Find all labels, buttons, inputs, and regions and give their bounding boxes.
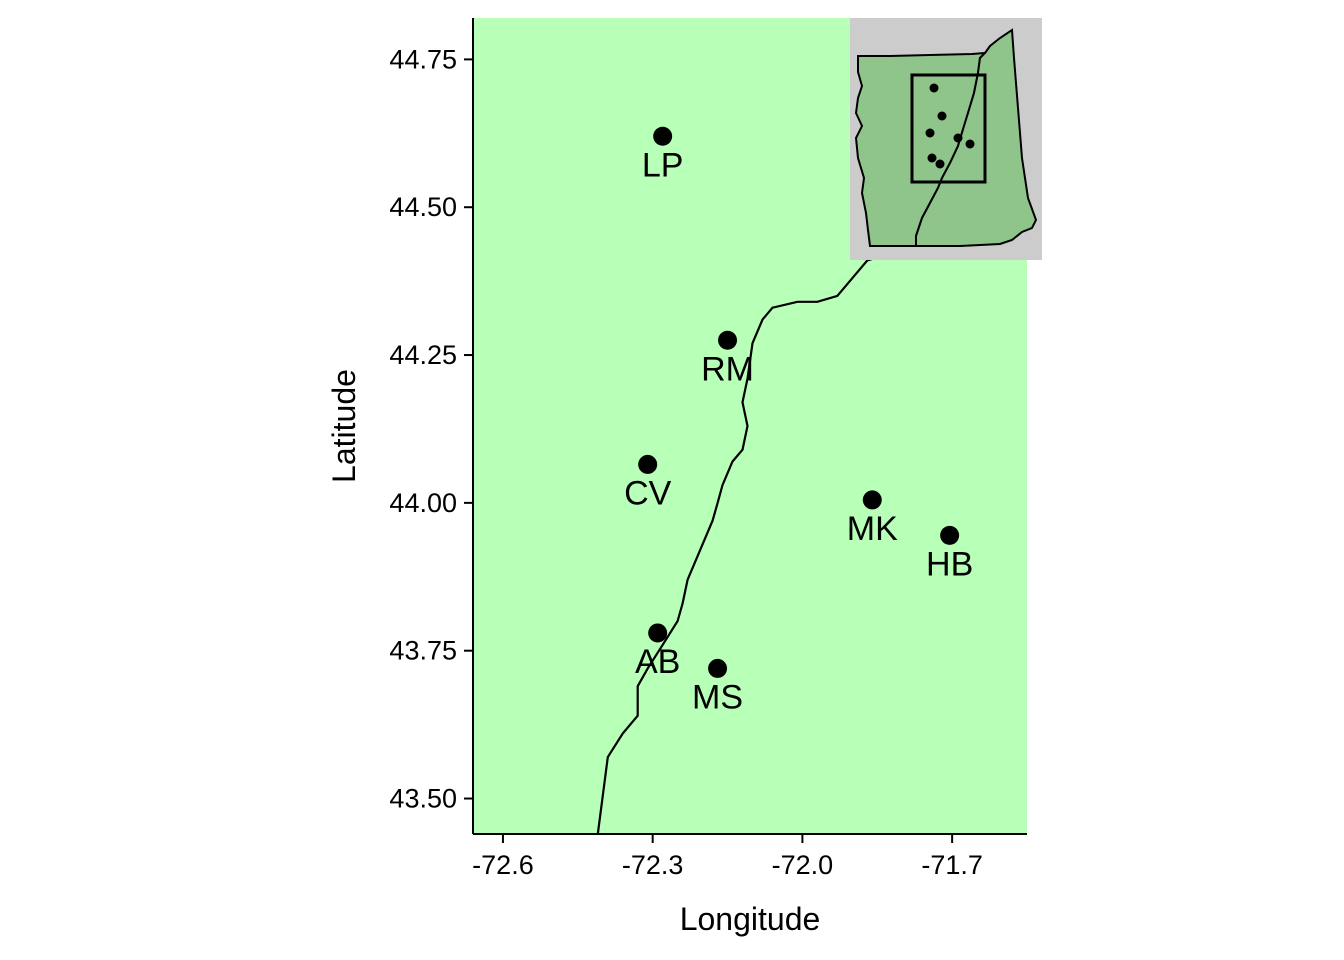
site-label-lp: LP [642, 146, 684, 184]
site-point-hb [940, 525, 960, 545]
inset-locator-map [850, 18, 1042, 260]
inset-site-dot [925, 128, 935, 138]
state-border-line [596, 253, 888, 834]
site-label-rm: RM [701, 350, 754, 388]
y-axis-ticks: 43.50 43.75 44.00 44.25 44.50 44.75 [389, 44, 473, 814]
x-tick-label: -72.3 [622, 850, 684, 880]
x-tick-label: -72.6 [472, 850, 534, 880]
x-tick-label: -71.7 [921, 850, 983, 880]
site-point-ab [648, 623, 668, 643]
site-label-ms: MS [692, 678, 743, 716]
inset-site-dot [965, 139, 975, 149]
inset-site-dot [953, 133, 963, 143]
inset-study-area-box [910, 73, 987, 184]
inset-site-dot [927, 153, 937, 163]
site-point-mk [862, 490, 882, 510]
inset-site-dots [925, 83, 975, 169]
site-label-ab: AB [635, 643, 680, 681]
y-tick-label: 43.75 [389, 636, 457, 666]
site-label-mk: MK [847, 510, 898, 548]
site-points: LP RM CV MK HB AB MS [624, 126, 973, 716]
x-axis-title: Longitude [680, 901, 821, 937]
x-axis-ticks: -72.6 -72.3 -72.0 -71.7 [472, 834, 983, 880]
y-tick-label: 43.50 [389, 784, 457, 814]
inset-site-dot [929, 83, 939, 93]
y-tick-label: 44.50 [389, 192, 457, 222]
site-point-lp [653, 126, 673, 146]
y-tick-label: 44.75 [389, 44, 457, 74]
y-axis-title: Latitude [326, 369, 362, 483]
y-tick-label: 44.25 [389, 340, 457, 370]
x-tick-label: -72.0 [772, 850, 834, 880]
inset-site-dot [937, 111, 947, 121]
site-label-hb: HB [926, 545, 973, 583]
site-label-cv: CV [624, 474, 672, 512]
site-point-rm [718, 330, 738, 350]
inset-site-dot [935, 159, 945, 169]
site-point-ms [708, 658, 728, 678]
inset-new-hampshire-shape [915, 28, 1038, 247]
site-point-cv [638, 454, 658, 474]
y-tick-label: 44.00 [389, 488, 457, 518]
